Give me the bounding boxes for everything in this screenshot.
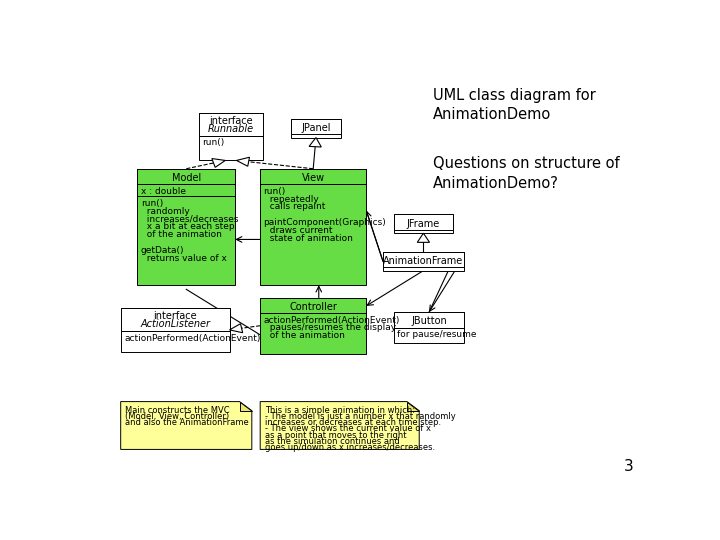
Bar	[291, 119, 341, 134]
Text: increases/decreases: increases/decreases	[141, 214, 238, 224]
Text: (Model, View, Controller): (Model, View, Controller)	[125, 412, 229, 421]
Bar	[291, 119, 341, 138]
Text: as a point that moves to the right: as a point that moves to the right	[265, 431, 406, 440]
Text: Model: Model	[171, 173, 201, 183]
Text: pauses/resumes the display: pauses/resumes the display	[264, 323, 396, 333]
Text: JButton: JButton	[411, 316, 447, 326]
Text: Controller: Controller	[289, 302, 337, 312]
Polygon shape	[240, 402, 252, 411]
Polygon shape	[236, 157, 250, 166]
Bar	[199, 113, 263, 136]
Bar	[394, 214, 453, 233]
Bar	[260, 168, 366, 285]
Text: - The model is just a number x that randomly: - The model is just a number x that rand…	[265, 412, 456, 421]
Polygon shape	[121, 402, 252, 449]
Text: AnimationFrame: AnimationFrame	[383, 256, 464, 266]
Bar	[260, 298, 366, 313]
Text: for pause/resume: for pause/resume	[397, 330, 477, 339]
Text: actionPerformed(ActionEvent): actionPerformed(ActionEvent)	[264, 315, 400, 325]
Text: getData(): getData()	[141, 246, 184, 255]
Text: Main constructs the MVC: Main constructs the MVC	[125, 406, 230, 415]
Text: JPanel: JPanel	[301, 123, 330, 133]
Polygon shape	[309, 138, 321, 147]
Polygon shape	[407, 402, 419, 411]
Text: run(): run()	[264, 187, 286, 195]
Bar	[138, 168, 235, 285]
Text: repeatedly: repeatedly	[264, 194, 318, 204]
Text: interface: interface	[153, 312, 197, 321]
Text: run(): run()	[202, 138, 225, 147]
Text: draws current: draws current	[264, 226, 332, 235]
Text: paintComponent(Graphics): paintComponent(Graphics)	[264, 218, 387, 227]
Bar	[121, 308, 230, 352]
Text: state of animation: state of animation	[264, 234, 352, 243]
Text: x a bit at each step: x a bit at each step	[141, 222, 235, 231]
Text: returns value of x: returns value of x	[141, 254, 227, 263]
Text: 3: 3	[624, 460, 634, 474]
Text: UML class diagram for
AnimationDemo: UML class diagram for AnimationDemo	[433, 87, 596, 123]
Text: - The view shows the current value of x: - The view shows the current value of x	[265, 424, 431, 434]
Bar	[394, 214, 453, 230]
Text: run(): run()	[141, 199, 163, 208]
Text: interface: interface	[209, 116, 253, 126]
Polygon shape	[260, 402, 419, 449]
Text: goes up/down as x increases/decreases.: goes up/down as x increases/decreases.	[265, 443, 435, 452]
Bar	[138, 168, 235, 184]
Text: JFrame: JFrame	[407, 219, 440, 228]
Text: View: View	[302, 173, 325, 183]
Bar	[383, 252, 464, 267]
Bar	[121, 308, 230, 332]
Text: of the animation: of the animation	[141, 230, 222, 239]
Bar	[199, 113, 263, 160]
Text: randomly: randomly	[141, 207, 189, 215]
Text: actionPerformed(ActionEvent): actionPerformed(ActionEvent)	[124, 334, 261, 343]
Bar	[260, 298, 366, 354]
Text: calls repaint: calls repaint	[264, 202, 325, 212]
Text: increases or decreases at each time step.: increases or decreases at each time step…	[265, 418, 441, 427]
Text: x : double: x : double	[141, 187, 186, 195]
Polygon shape	[230, 324, 243, 333]
Polygon shape	[212, 159, 225, 167]
Text: Runnable: Runnable	[208, 124, 254, 134]
Text: and also the AnimationFrame: and also the AnimationFrame	[125, 418, 249, 427]
Text: Questions on structure of
AnimationDemo?: Questions on structure of AnimationDemo?	[433, 156, 620, 191]
Text: of the animation: of the animation	[264, 332, 344, 340]
Text: as the simulation continues and: as the simulation continues and	[265, 437, 400, 446]
Bar	[383, 252, 464, 271]
Text: This is a simple animation in which:: This is a simple animation in which:	[265, 406, 415, 415]
Bar	[394, 312, 464, 328]
Bar	[260, 168, 366, 184]
Text: ActionListener: ActionListener	[140, 319, 210, 329]
Bar	[394, 312, 464, 343]
Polygon shape	[418, 233, 430, 242]
